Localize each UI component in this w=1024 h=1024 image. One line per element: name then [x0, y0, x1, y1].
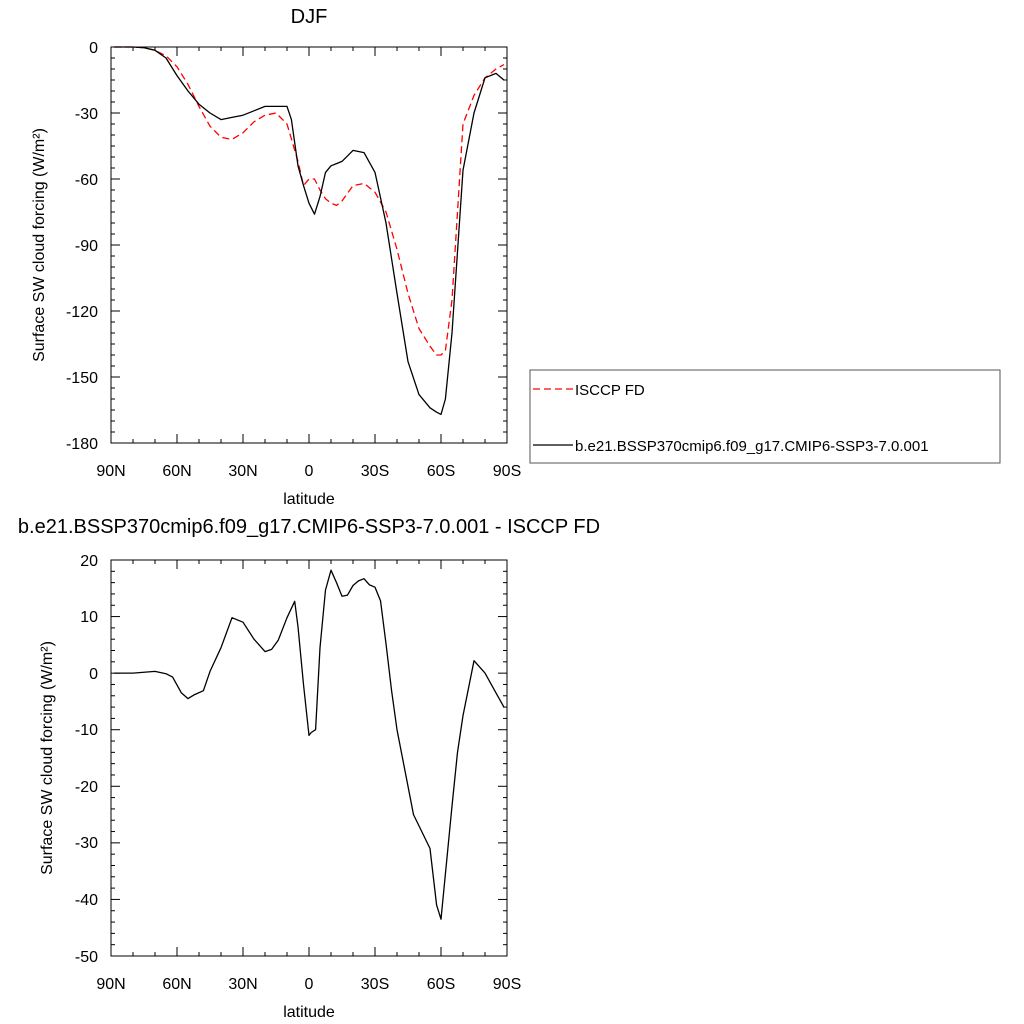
top-y-tick-label: -90	[75, 238, 98, 255]
top-y-tick-label: -30	[75, 106, 98, 123]
bottom-y-tick-label: -40	[75, 892, 98, 909]
top-x-axis-title: latitude	[283, 491, 335, 508]
legend: ISCCP FD b.e21.BSSP370cmip6.f09_g17.CMIP…	[529, 369, 1001, 464]
top-series-line-1	[114, 46, 505, 416]
bottom-x-tick-label: 60S	[427, 976, 455, 993]
legend-box	[529, 369, 1001, 464]
top-x-tick-label: 90S	[493, 463, 521, 480]
bottom-axis-ticks	[110, 559, 508, 957]
bottom-plot-frame	[110, 559, 508, 957]
top-x-tick-label: 60S	[427, 463, 455, 480]
legend-label-isccp: ISCCP FD	[575, 382, 645, 399]
top-series-layer	[114, 46, 505, 416]
bottom-x-tick-label: 30S	[361, 976, 389, 993]
top-y-tick-label: -120	[66, 304, 98, 321]
top-panel: DJF 0 -30 -60 -90 -120 -150 -180 90N 60N…	[31, 6, 1001, 508]
top-x-tick-label: 30S	[361, 463, 389, 480]
top-y-tick-label: -60	[75, 172, 98, 189]
top-x-tick-label: 0	[305, 463, 314, 480]
top-y-tick-label: -150	[66, 370, 98, 387]
legend-label-model: b.e21.BSSP370cmip6.f09_g17.CMIP6-SSP3-7.…	[575, 438, 929, 455]
bottom-y-tick-label: -20	[75, 779, 98, 796]
bottom-y-axis-title: Surface SW cloud forcing (W/m²)	[39, 641, 56, 875]
bottom-y-tick-label: 10	[80, 609, 98, 626]
bottom-x-axis-title: latitude	[283, 1004, 335, 1021]
top-y-tick-label: -180	[66, 436, 98, 453]
top-x-tick-label: 30N	[228, 463, 257, 480]
top-x-tick-label: 90N	[96, 463, 125, 480]
bottom-x-tick-label: 90S	[493, 976, 521, 993]
top-series-line-0	[114, 46, 505, 356]
bottom-chart-title: b.e21.BSSP370cmip6.f09_g17.CMIP6-SSP3-7.…	[18, 516, 600, 538]
bottom-x-tick-label: 60N	[162, 976, 191, 993]
bottom-series-layer	[114, 569, 505, 920]
bottom-y-tick-label: -30	[75, 835, 98, 852]
bottom-x-tick-label: 0	[305, 976, 314, 993]
bottom-y-tick-label: 20	[80, 553, 98, 570]
bottom-x-tick-label: 30N	[228, 976, 257, 993]
top-y-tick-label: 0	[89, 40, 98, 57]
top-y-axis-title: Surface SW cloud forcing (W/m²)	[31, 128, 48, 362]
top-axis-ticks	[110, 46, 508, 444]
bottom-panel: b.e21.BSSP370cmip6.f09_g17.CMIP6-SSP3-7.…	[18, 516, 600, 1021]
top-plot-frame	[110, 46, 508, 444]
bottom-y-tick-label: -10	[75, 722, 98, 739]
top-chart-title: DJF	[291, 6, 328, 28]
bottom-y-tick-label: -50	[75, 949, 98, 966]
bottom-series-line-0	[114, 569, 505, 920]
bottom-y-tick-label: 0	[89, 666, 98, 683]
bottom-x-tick-label: 90N	[96, 976, 125, 993]
top-x-tick-label: 60N	[162, 463, 191, 480]
